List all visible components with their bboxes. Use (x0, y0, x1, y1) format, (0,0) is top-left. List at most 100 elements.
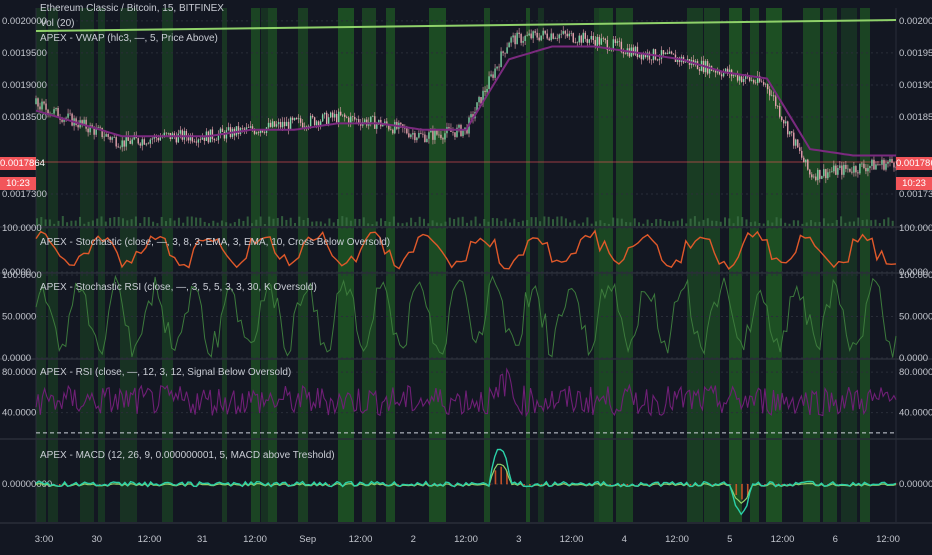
candle-body (889, 159, 890, 162)
volume-bar (638, 222, 640, 226)
volume-bar (440, 223, 442, 226)
candle-body (324, 113, 325, 115)
candle-body (85, 120, 86, 129)
candle-body (444, 133, 445, 139)
candle-body (486, 89, 487, 92)
candle-body (242, 128, 243, 129)
volume-bar (887, 217, 889, 226)
candle-body (448, 127, 449, 128)
volume-bar (621, 219, 623, 226)
candle-body (126, 136, 127, 147)
candle-body (434, 130, 435, 140)
candle-body (821, 176, 822, 179)
candle-body (761, 82, 762, 83)
macd-histogram-bar (896, 484, 898, 485)
volume-bar (556, 217, 558, 226)
candle-body (715, 71, 716, 73)
volume-bar (690, 219, 692, 226)
candle-body (857, 172, 858, 173)
volume-bar (668, 221, 670, 226)
candle-body (885, 164, 886, 170)
volume-bar (208, 223, 210, 226)
stochastic-rsi-label: APEX - Stochastic RSI (close, —, 3, 5, 5… (40, 282, 317, 293)
candle-body (601, 38, 602, 44)
candle-body (55, 108, 56, 109)
volume-bar (466, 223, 468, 226)
candle-body (713, 71, 714, 72)
price-tick-left: 0.0019000 (2, 80, 47, 91)
volume-bar (221, 221, 223, 226)
candle-body (671, 52, 672, 54)
candle-body (835, 166, 836, 175)
volume-bar (436, 223, 438, 226)
candle-body (569, 34, 570, 37)
candle-body (803, 158, 804, 163)
candle-body (392, 130, 393, 134)
candle-body (553, 33, 554, 38)
candle-body (390, 129, 391, 130)
volume-bar (402, 223, 404, 226)
candle-body (45, 104, 46, 110)
price-tick-left: 0.0017300 (2, 189, 47, 200)
candle-body (498, 67, 499, 68)
candle-body (138, 138, 139, 143)
volume-bar (410, 218, 412, 226)
candle-body (753, 80, 754, 82)
volume-bar (634, 218, 636, 226)
volume-bar (647, 220, 649, 226)
volume-bar (629, 222, 631, 226)
candle-body (837, 168, 838, 175)
volume-bar (750, 222, 752, 226)
candle-body (887, 162, 888, 164)
srsi-tick-left: 50.0000 (2, 312, 36, 323)
candle-body (432, 130, 433, 140)
candle-body (542, 31, 543, 36)
volume-bar (565, 218, 567, 226)
stoch-tick-right: 100.0000 (899, 223, 932, 234)
volume-bar (595, 221, 597, 226)
candle-body (739, 76, 740, 80)
candle-body (105, 134, 106, 137)
rsi-label: APEX - RSI (close, —, 12, 3, 12, Signal … (40, 367, 291, 378)
volume-bar (457, 217, 459, 226)
volume-bar (866, 219, 868, 226)
volume-bar (389, 222, 391, 226)
volume-bar (449, 218, 451, 226)
candle-body (557, 38, 558, 39)
volume-bar (432, 220, 434, 226)
candle-body (119, 147, 120, 148)
candle-body (452, 132, 453, 133)
candle-body (849, 169, 850, 172)
candle-body (801, 151, 802, 158)
candle-body (779, 106, 780, 117)
candle-body (508, 43, 509, 48)
candle-body (603, 38, 604, 39)
candle-body (200, 139, 201, 140)
volume-bar (728, 218, 730, 226)
price-tick-left: 0.0018500 (2, 112, 47, 123)
candle-body (595, 40, 596, 46)
candle-body (841, 166, 842, 175)
green-zone (841, 8, 857, 522)
candle-body (83, 120, 84, 124)
timer-badge-right: 10:23 (896, 177, 932, 190)
green-zone (729, 8, 742, 522)
candle-body (41, 102, 42, 110)
candle-body (544, 31, 545, 34)
volume-bar (758, 223, 760, 226)
volume-bar (45, 219, 47, 226)
volume-bar (75, 221, 77, 226)
candle-body (597, 37, 598, 46)
candle-body (406, 129, 407, 134)
candle-body (777, 106, 778, 107)
candle-body (438, 135, 439, 136)
volume-bar (419, 217, 421, 226)
volume-bar (397, 223, 399, 226)
volume-bar (827, 223, 829, 226)
volume-bar (182, 223, 184, 226)
volume-bar (367, 223, 369, 226)
volume-bar (853, 221, 855, 226)
candle-body (783, 120, 784, 123)
candle-body (350, 116, 351, 123)
volume-bar (118, 217, 120, 226)
